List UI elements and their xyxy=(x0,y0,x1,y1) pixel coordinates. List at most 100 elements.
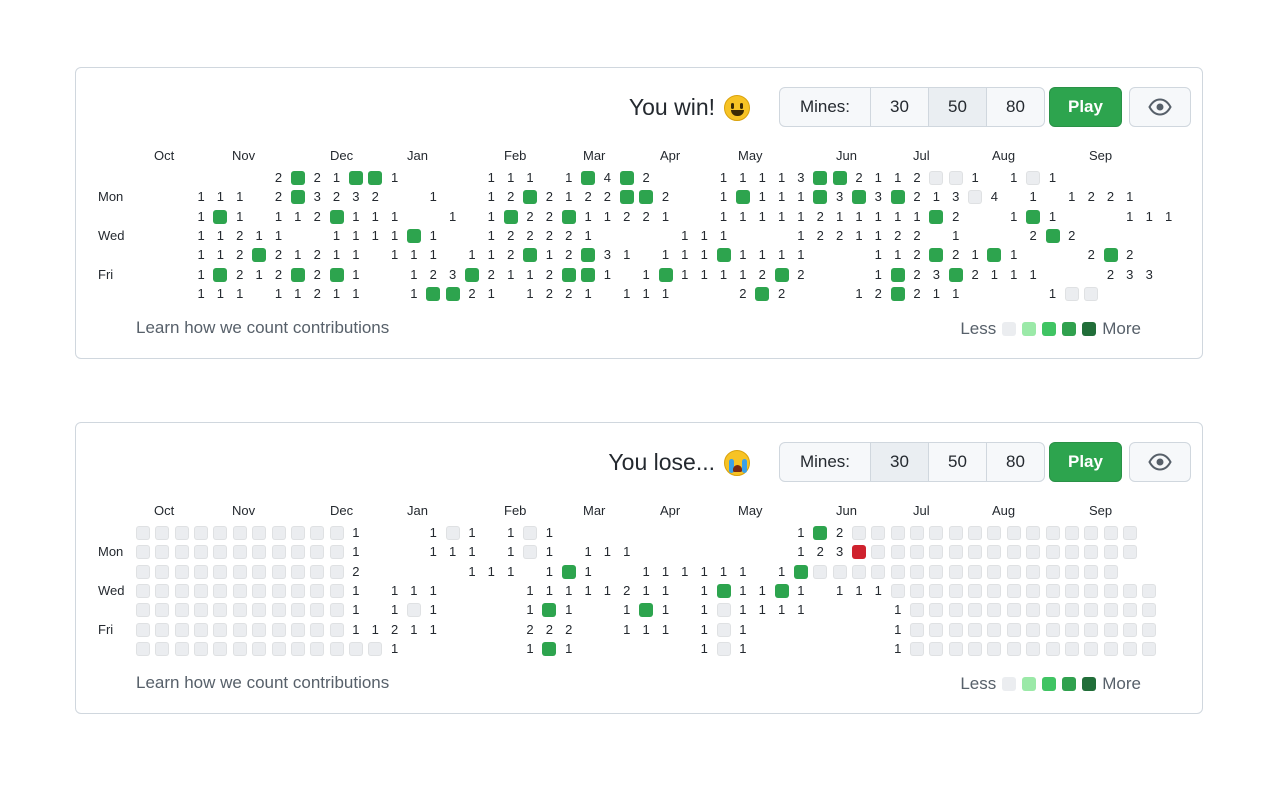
number-cell[interactable]: 2 xyxy=(797,266,805,282)
hidden-cell[interactable] xyxy=(290,622,305,637)
flagged-cell[interactable] xyxy=(619,190,634,205)
number-cell[interactable]: 1 xyxy=(835,583,844,599)
number-cell[interactable]: 1 xyxy=(661,583,670,599)
number-cell[interactable]: 2 xyxy=(777,286,786,302)
number-cell[interactable]: 1 xyxy=(507,170,515,185)
flagged-cell[interactable] xyxy=(929,209,944,224)
hidden-cell[interactable] xyxy=(174,584,189,599)
hidden-cell[interactable] xyxy=(329,545,344,560)
hidden-cell[interactable] xyxy=(1045,526,1060,540)
hidden-cell[interactable] xyxy=(213,584,228,599)
number-cell[interactable]: 1 xyxy=(719,266,728,282)
hidden-cell[interactable] xyxy=(1122,622,1137,637)
hidden-cell[interactable] xyxy=(252,545,267,560)
hidden-cell[interactable] xyxy=(290,545,305,560)
number-cell[interactable]: 2 xyxy=(545,266,553,282)
learn-link[interactable]: Learn how we count contributions xyxy=(136,673,390,692)
number-cell[interactable]: 1 xyxy=(894,208,902,224)
number-cell[interactable]: 1 xyxy=(642,286,650,302)
number-cell[interactable]: 1 xyxy=(603,208,611,224)
number-cell[interactable]: 1 xyxy=(584,583,592,599)
number-cell[interactable]: 3 xyxy=(1126,266,1134,282)
hidden-cell[interactable] xyxy=(213,526,228,540)
flagged-cell[interactable] xyxy=(813,526,828,540)
number-cell[interactable]: 2 xyxy=(565,621,573,637)
number-cell[interactable]: 1 xyxy=(894,602,902,618)
flagged-cell[interactable] xyxy=(774,267,789,282)
number-cell[interactable]: 1 xyxy=(739,266,747,282)
hidden-cell[interactable] xyxy=(1026,584,1041,599)
hidden-cell[interactable] xyxy=(1142,642,1157,657)
number-cell[interactable]: 1 xyxy=(236,189,244,205)
hidden-cell[interactable] xyxy=(929,584,944,599)
flagged-cell[interactable] xyxy=(1103,248,1118,263)
number-cell[interactable]: 1 xyxy=(797,583,805,599)
hidden-cell[interactable] xyxy=(929,642,944,657)
flagged-cell[interactable] xyxy=(813,190,828,205)
hidden-cell[interactable] xyxy=(910,564,924,579)
number-cell[interactable]: 2 xyxy=(313,266,321,282)
number-cell[interactable]: 1 xyxy=(1010,170,1018,185)
number-cell[interactable]: 3 xyxy=(835,544,844,560)
hidden-cell[interactable] xyxy=(310,622,325,637)
flagged-cell[interactable] xyxy=(426,287,441,302)
hidden-cell[interactable] xyxy=(329,584,344,599)
number-cell[interactable]: 1 xyxy=(197,266,205,282)
flagged-cell[interactable] xyxy=(793,564,808,579)
hidden-cell[interactable] xyxy=(1006,545,1021,560)
hidden-cell[interactable] xyxy=(1142,584,1157,599)
hidden-cell[interactable] xyxy=(987,603,1002,618)
number-cell[interactable]: 1 xyxy=(603,266,611,282)
number-cell[interactable]: 1 xyxy=(468,247,476,263)
number-cell[interactable]: 1 xyxy=(739,247,747,263)
flagged-cell[interactable] xyxy=(735,190,750,205)
number-cell[interactable]: 1 xyxy=(487,286,495,302)
flagged-cell[interactable] xyxy=(329,267,344,282)
hidden-cell[interactable] xyxy=(1122,545,1137,560)
number-cell[interactable]: 3 xyxy=(1145,266,1153,282)
number-cell[interactable]: 1 xyxy=(952,286,960,302)
number-cell[interactable]: 1 xyxy=(700,247,708,263)
flagged-cell[interactable] xyxy=(523,248,537,263)
hidden-cell[interactable] xyxy=(987,642,1002,657)
number-cell[interactable]: 1 xyxy=(255,228,263,244)
hidden-cell[interactable] xyxy=(1026,622,1041,637)
hidden-cell[interactable] xyxy=(252,526,267,540)
number-cell[interactable]: 1 xyxy=(545,583,553,599)
number-cell[interactable]: 1 xyxy=(797,525,805,540)
hidden-cell[interactable] xyxy=(174,642,189,657)
number-cell[interactable]: 1 xyxy=(274,208,283,224)
number-cell[interactable]: 1 xyxy=(565,583,573,599)
number-cell[interactable]: 2 xyxy=(913,266,921,282)
hidden-cell[interactable] xyxy=(948,584,963,599)
number-cell[interactable]: 1 xyxy=(932,189,940,205)
number-cell[interactable]: 1 xyxy=(874,228,882,244)
hidden-cell[interactable] xyxy=(271,545,286,560)
hidden-cell[interactable] xyxy=(871,545,886,560)
number-cell[interactable]: 1 xyxy=(507,563,515,579)
number-cell[interactable]: 1 xyxy=(390,602,399,618)
hidden-cell[interactable] xyxy=(310,642,325,657)
hidden-cell[interactable] xyxy=(1084,603,1099,618)
number-cell[interactable]: 1 xyxy=(352,266,360,282)
number-cell[interactable]: 1 xyxy=(739,602,747,618)
number-cell[interactable]: 1 xyxy=(952,228,960,244)
flagged-cell[interactable] xyxy=(832,171,847,185)
hidden-cell[interactable] xyxy=(406,603,421,618)
number-cell[interactable]: 1 xyxy=(700,266,708,282)
number-cell[interactable]: 1 xyxy=(739,563,747,579)
number-cell[interactable]: 3 xyxy=(932,266,940,282)
hidden-cell[interactable] xyxy=(174,603,189,618)
number-cell[interactable]: 1 xyxy=(390,208,399,224)
hidden-cell[interactable] xyxy=(1084,526,1099,540)
number-cell[interactable]: 1 xyxy=(507,266,515,282)
number-cell[interactable]: 2 xyxy=(526,228,534,244)
hidden-cell[interactable] xyxy=(213,603,228,618)
hidden-cell[interactable] xyxy=(1045,545,1060,560)
hidden-cell[interactable] xyxy=(194,526,209,540)
hidden-cell[interactable] xyxy=(929,171,944,185)
number-cell[interactable]: 1 xyxy=(623,602,631,618)
hidden-cell[interactable] xyxy=(1026,545,1041,560)
number-cell[interactable]: 2 xyxy=(623,583,631,599)
number-cell[interactable]: 1 xyxy=(700,621,708,637)
